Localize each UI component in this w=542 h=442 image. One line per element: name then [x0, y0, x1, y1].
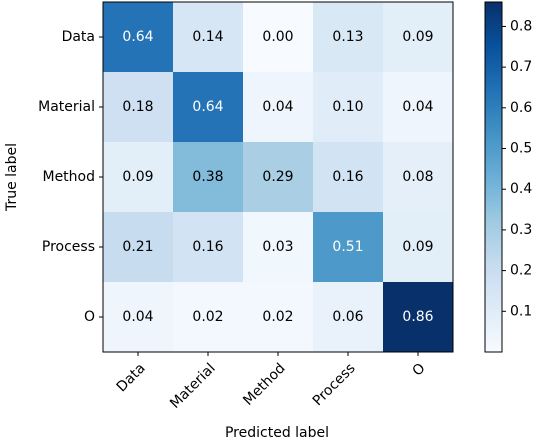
heatmap-cell	[173, 142, 243, 212]
cell-label: 0.18	[122, 99, 153, 115]
heatmap-cell	[243, 142, 313, 212]
cell-label: 0.04	[402, 99, 433, 115]
heatmap-cell	[383, 72, 453, 142]
colorbar-tick-label: 0.3	[510, 222, 532, 238]
heatmap-cell	[313, 2, 383, 72]
heatmap-cell	[383, 212, 453, 282]
y-tick-label: O	[84, 309, 95, 325]
cell-label: 0.04	[262, 99, 293, 115]
colorbar-tick-label: 0.4	[510, 181, 532, 197]
y-tick-label: Method	[42, 169, 95, 185]
y-tick-label: Process	[42, 239, 95, 255]
heatmap-cell	[243, 72, 313, 142]
cell-label: 0.06	[332, 309, 363, 325]
heatmap-cell	[103, 142, 173, 212]
cell-label: 0.04	[122, 309, 153, 325]
cell-label: 0.09	[402, 29, 433, 45]
cell-label: 0.03	[262, 239, 293, 255]
cell-label: 0.02	[192, 309, 223, 325]
heatmap-cell	[103, 212, 173, 282]
cell-label: 0.00	[262, 29, 293, 45]
heatmap-cell	[243, 212, 313, 282]
cell-label: 0.64	[192, 99, 223, 115]
cell-label: 0.86	[402, 309, 433, 325]
heatmap-cell	[173, 282, 243, 352]
heatmap-cell	[173, 72, 243, 142]
cell-label: 0.64	[122, 29, 153, 45]
colorbar	[484, 1, 503, 353]
colorbar-tick-label: 0.8	[510, 18, 532, 34]
colorbar-tick-label: 0.5	[510, 141, 532, 157]
y-tick-label: Material	[38, 99, 95, 115]
cell-label: 0.38	[192, 169, 223, 185]
heatmap-cell	[173, 212, 243, 282]
heatmap-cell	[383, 282, 453, 352]
heatmap-cell	[103, 2, 173, 72]
heatmap-cell	[313, 282, 383, 352]
cell-label: 0.51	[332, 239, 363, 255]
cell-label: 0.16	[332, 169, 363, 185]
x-axis-label: Predicted label	[225, 425, 329, 441]
heatmap-cell	[383, 2, 453, 72]
x-tick-label: Method	[240, 360, 288, 408]
cell-label: 0.16	[192, 239, 223, 255]
heatmap-cell	[103, 282, 173, 352]
y-tick-label: Data	[62, 29, 95, 45]
cell-label: 0.13	[332, 29, 363, 45]
cell-label: 0.29	[262, 169, 293, 185]
x-tick-label: Data	[114, 360, 149, 395]
x-tick-label: Process	[310, 360, 359, 409]
heatmap-cell	[313, 142, 383, 212]
heatmap-cell	[243, 2, 313, 72]
cell-label: 0.14	[192, 29, 223, 45]
heatmap-cell	[173, 2, 243, 72]
colorbar-tick-label: 0.1	[510, 303, 532, 319]
colorbar-tick-label: 0.2	[510, 263, 532, 279]
cell-label: 0.09	[122, 169, 153, 185]
heatmap-cell	[243, 282, 313, 352]
colorbar-tick-label: 0.7	[510, 59, 532, 75]
heatmap-cell	[313, 72, 383, 142]
colorbar-tick-label: 0.6	[510, 100, 532, 116]
cell-label: 0.09	[402, 239, 433, 255]
x-tick-label: O	[410, 360, 429, 379]
cell-label: 0.10	[332, 99, 363, 115]
heatmap-cell	[313, 212, 383, 282]
cell-label: 0.02	[262, 309, 293, 325]
cell-label: 0.21	[122, 239, 153, 255]
heatmap-cell	[383, 142, 453, 212]
x-tick-label: Material	[167, 360, 219, 412]
y-axis-label: True label	[4, 143, 20, 212]
cell-label: 0.08	[402, 169, 433, 185]
heatmap-cell	[103, 72, 173, 142]
